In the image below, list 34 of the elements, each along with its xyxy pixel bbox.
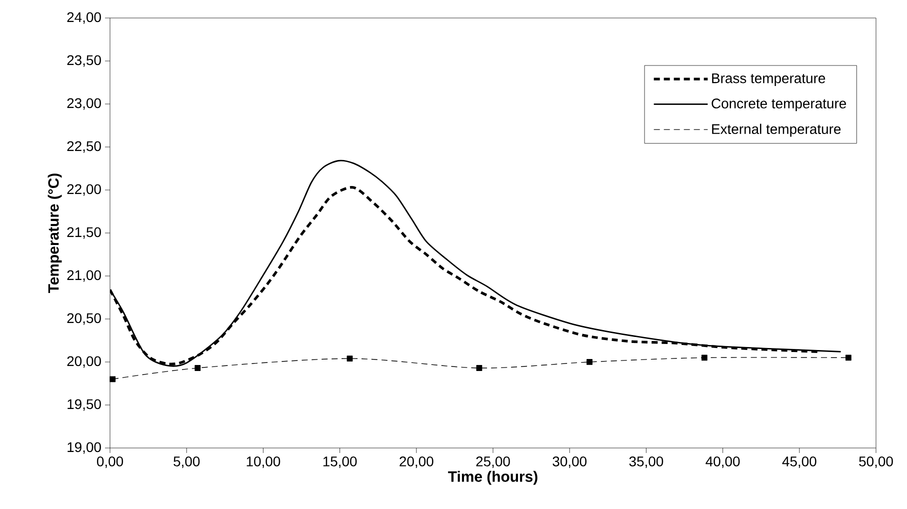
y-tick-label: 22,50 [67,141,101,153]
y-tick-label: 24,00 [67,12,101,24]
x-tick-label: 5,00 [174,456,200,468]
x-tick-label: 30,00 [552,456,587,468]
y-tick-label: 22,00 [67,184,101,196]
x-tick-label: 50,00 [859,456,893,468]
point [586,359,592,365]
point [701,354,708,361]
y-tick-label: 20,50 [67,313,101,325]
x-tick-label: 15,00 [323,456,357,468]
x-axis-title: Time (hours) [448,470,538,485]
y-tick-label: 20,00 [67,356,101,368]
x-tick-label: 35,00 [629,456,664,468]
legend-label: Concrete temperature [712,98,846,112]
y-tick-label: 21,50 [67,227,101,239]
point [346,356,353,362]
y-axis-title: Temperature (°C) [48,174,62,293]
x-tick-label: 25,00 [476,456,510,468]
y-tick-label: 21,00 [67,270,101,282]
y-tick-label: 23,50 [67,55,101,67]
point [194,365,201,371]
x-tick-label: 45,00 [782,456,816,468]
x-tick-label: 40,00 [706,456,740,468]
point [845,354,852,361]
y-tick-label: 19,50 [68,399,101,411]
x-tick-label: 10,00 [246,456,280,468]
y-tick-label: 23,00 [67,98,101,110]
y-tick-label: 19,00 [68,442,101,454]
point [110,376,116,382]
legend-label: External temperature [712,124,841,137]
x-tick-label: 0,00 [96,456,124,468]
point [476,365,482,371]
x-tick-label: 20,00 [400,456,434,468]
legend-label: Brass temperature [712,73,826,86]
